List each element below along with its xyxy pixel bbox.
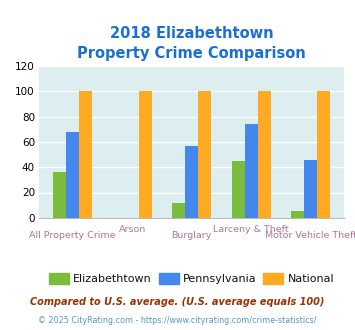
Bar	[53, 172, 66, 218]
Bar	[317, 91, 331, 218]
Text: Arson: Arson	[119, 225, 146, 234]
Bar	[231, 161, 245, 218]
Text: © 2025 CityRating.com - https://www.cityrating.com/crime-statistics/: © 2025 CityRating.com - https://www.city…	[38, 315, 317, 325]
Text: Larceny & Theft: Larceny & Theft	[213, 225, 289, 234]
Text: Compared to U.S. average. (U.S. average equals 100): Compared to U.S. average. (U.S. average …	[30, 297, 325, 307]
Bar	[139, 91, 152, 218]
Bar	[198, 91, 211, 218]
Bar	[172, 203, 185, 218]
Legend: Elizabethtown, Pennsylvania, National: Elizabethtown, Pennsylvania, National	[44, 269, 339, 289]
Text: Motor Vehicle Theft: Motor Vehicle Theft	[265, 231, 355, 241]
Bar	[79, 91, 92, 218]
Text: All Property Crime: All Property Crime	[29, 231, 116, 241]
Bar	[258, 91, 271, 218]
Title: 2018 Elizabethtown
Property Crime Comparison: 2018 Elizabethtown Property Crime Compar…	[77, 26, 306, 61]
Bar	[66, 132, 79, 218]
Bar	[304, 160, 317, 218]
Bar	[291, 212, 304, 218]
Bar	[185, 146, 198, 218]
Text: Burglary: Burglary	[171, 231, 212, 241]
Bar	[245, 124, 258, 218]
